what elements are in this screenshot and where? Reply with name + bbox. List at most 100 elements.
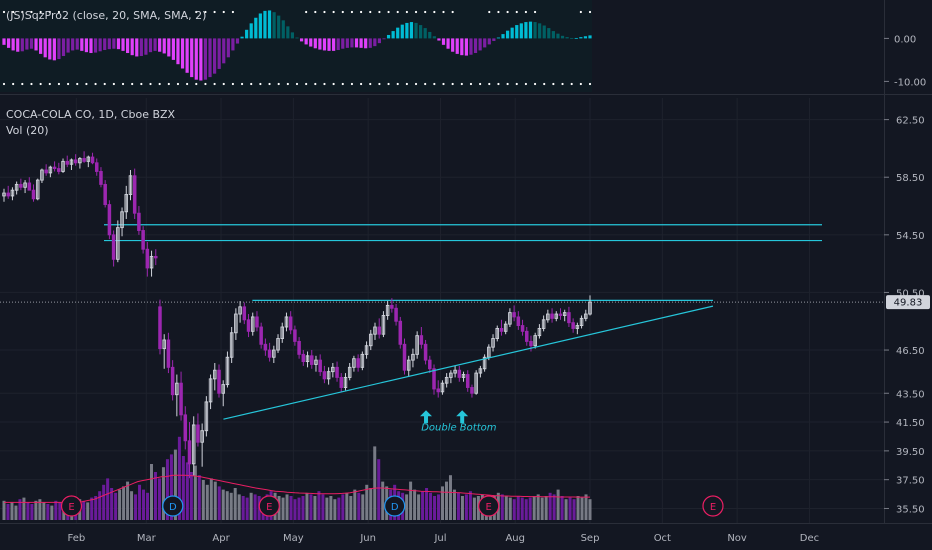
volume-bar: [456, 492, 460, 520]
oscillator-bar: [350, 38, 354, 48]
oscillator-bar: [25, 38, 29, 50]
volume-bar: [102, 484, 106, 520]
oscillator-bar: [483, 38, 487, 48]
volume-bar: [437, 494, 441, 520]
volume-bar: [14, 505, 18, 520]
squeeze-dot: [524, 82, 528, 86]
oscillator-bar: [144, 38, 148, 55]
oscillator-bar: [318, 38, 322, 50]
candle-body: [584, 313, 588, 319]
dividend-event-icon[interactable]: [162, 495, 184, 517]
squeeze-dot: [286, 82, 289, 86]
candle-body: [402, 343, 407, 371]
ascending-trendline[interactable]: [223, 305, 714, 420]
candle-body: [305, 355, 310, 363]
earnings-event-icon[interactable]: [60, 495, 83, 517]
volume-bar: [197, 475, 201, 520]
candle-body: [10, 189, 15, 197]
squeeze-dot: [48, 82, 51, 86]
oscillator-bar: [57, 38, 61, 60]
volume-bar: [333, 499, 337, 520]
squeeze-dot: [497, 10, 500, 14]
volume-bar: [413, 489, 417, 520]
squeeze-dot: [424, 82, 427, 86]
oscillator-pane[interactable]: (JS)SqzPro2 (close, 20, SMA, SMA, 2): [0, 0, 592, 92]
candle-body: [73, 159, 78, 164]
earnings-event-icon[interactable]: [702, 495, 724, 517]
oscillator-bar: [345, 38, 349, 48]
candle-body: [196, 424, 200, 443]
oscillator-bar: [71, 38, 75, 51]
volume-bar: [86, 502, 90, 520]
horizontal-levels[interactable]: [104, 224, 822, 301]
volume-bar: [249, 492, 253, 520]
volume-bar: [572, 499, 576, 520]
candle-body: [263, 343, 268, 351]
candle-body: [229, 332, 234, 358]
earnings-event-icon[interactable]: [258, 495, 280, 517]
time-tick-label: Aug: [505, 533, 525, 544]
oscillator-bar: [39, 38, 43, 54]
volume-bar: [241, 496, 245, 520]
volume-bar: [189, 472, 193, 520]
oscillator-bar: [304, 38, 308, 45]
oscillator-bar: [437, 38, 441, 41]
candle-body: [6, 192, 10, 197]
candle-body: [373, 326, 377, 335]
squeeze-dot: [506, 10, 509, 14]
volume-bar: [512, 499, 516, 520]
volume-bar: [508, 497, 512, 520]
oscillator-bar: [327, 38, 331, 51]
candle-body: [234, 313, 238, 334]
price-axis[interactable]: 0.00 -10.00 62.50 58.50 54.50 50.50 46.50 43.5…: [884, 0, 930, 523]
volume-bar: [30, 504, 34, 520]
candle-body: [512, 312, 516, 318]
oscillator-title: (JS)SqzPro2 (close, 20, SMA, SMA, 2): [6, 9, 206, 22]
volume-bar: [138, 484, 142, 520]
candle-body: [267, 349, 272, 358]
candle-body: [204, 401, 209, 432]
candle-body: [554, 313, 559, 319]
volume-bar: [369, 488, 373, 520]
oscillator-bar: [364, 38, 368, 49]
dividend-event-icon[interactable]: [384, 495, 406, 517]
squeeze-dot: [76, 82, 79, 86]
candle-body: [579, 317, 584, 327]
volume-bar: [560, 496, 564, 520]
candle-body: [242, 306, 247, 321]
earnings-event-icon[interactable]: [478, 495, 500, 517]
event-markers[interactable]: E E E ED D: [60, 495, 724, 517]
time-ticks: Feb Mar Apr May Jun Jul Aug Sep Oct Nov Dec: [67, 533, 819, 544]
oscillator-bar: [473, 38, 478, 54]
squeeze-dot: [314, 82, 317, 86]
volume-bar: [98, 491, 102, 520]
candlesticks: [2, 151, 592, 479]
price-pane[interactable]: Double Bottom E E E E D D COCA-COLA CO, 1D, C…: [0, 108, 884, 520]
volume-bar: [233, 488, 237, 520]
squeeze-dot: [497, 82, 500, 86]
oscillator-bar: [478, 38, 482, 51]
volume-bar: [293, 499, 297, 520]
time-axis[interactable]: Feb Mar Apr May Jun Jul Aug Sep Oct Nov Dec: [0, 523, 932, 545]
oscillator-bar: [235, 38, 240, 44]
oscillator-bar: [20, 38, 24, 52]
squeeze-dot: [588, 82, 592, 86]
squeeze-dot: [350, 10, 354, 14]
candle-body: [411, 353, 415, 361]
candle-body: [369, 333, 373, 347]
squeeze-dot: [387, 82, 390, 86]
candle-body: [588, 301, 592, 315]
volume-bar: [22, 497, 26, 520]
volume-bar: [460, 496, 464, 520]
candle-body: [90, 156, 95, 164]
squeeze-dot: [30, 10, 33, 14]
oscillator-bar: [556, 33, 560, 39]
oscillator-bar: [199, 38, 203, 81]
time-tick-label: Feb: [67, 533, 85, 544]
candle-body: [432, 368, 436, 390]
volume-bar: [584, 494, 588, 520]
oscillator-bar: [341, 38, 345, 49]
volume-bar: [177, 436, 181, 520]
volume-bar: [142, 489, 146, 520]
